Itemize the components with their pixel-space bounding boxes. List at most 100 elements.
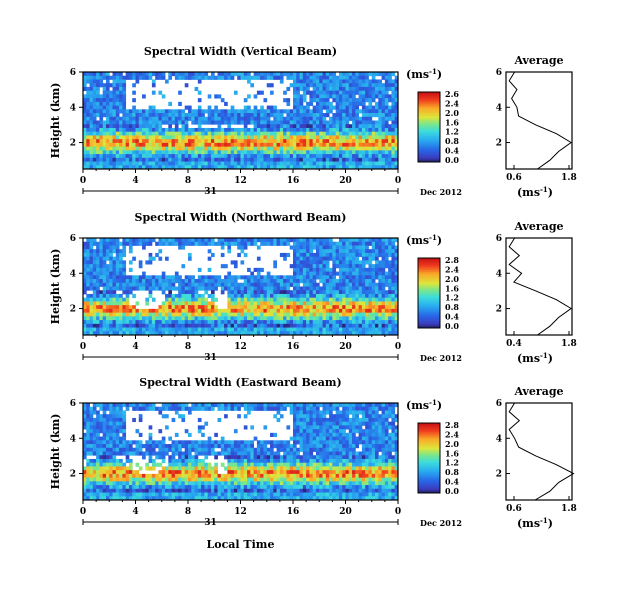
heatmap-cell [83,410,87,415]
heatmap-cell [109,477,113,482]
heatmap-cell [151,165,156,170]
heatmap-cell [378,98,382,103]
heatmap-cell [378,241,382,246]
heatmap-cell [178,245,182,250]
heatmap-cell [319,94,323,99]
heatmap-cell [207,135,212,140]
heatmap-cell [155,113,159,118]
heatmap-cell [115,451,120,456]
heatmap-cell [279,150,284,155]
heatmap-cell [391,331,396,336]
heatmap-cell [161,406,166,411]
heatmap-cell [384,154,389,159]
heatmap-cell [115,444,120,449]
heatmap-cell [214,109,218,114]
heatmap-cell [355,72,360,77]
heatmap-cell [207,282,212,287]
heatmap-cell [99,275,104,280]
heatmap-cell [125,481,130,486]
heatmap-cell [122,451,127,456]
heatmap-cell [335,282,340,287]
heatmap-cell [201,113,205,118]
heatmap-cell [184,279,189,284]
heatmap-cell [102,90,107,95]
heatmap-cell [132,157,136,162]
heatmap-cell [338,79,343,84]
heatmap-cell [371,98,376,103]
colorbar-segment [418,104,440,107]
heatmap-cell [115,252,120,258]
heatmap-cell [210,150,215,155]
heatmap-cell [338,264,343,269]
heatmap-cell [384,331,389,336]
heatmap-cell [309,249,314,254]
heatmap-cell [319,271,323,276]
heatmap-cell [270,293,274,299]
heatmap-cell [309,312,314,317]
heatmap-cell [99,331,104,336]
heatmap-cell [388,282,392,287]
heatmap-cell [112,473,117,479]
heatmap-cell [319,245,323,250]
heatmap-cell [119,90,123,95]
heatmap-cell [86,157,90,162]
heatmap-cell [168,316,172,321]
heatmap-cell [388,279,392,284]
heatmap-cell [365,275,369,280]
heatmap-cell [306,238,310,243]
heatmap-cell [115,98,120,103]
heatmap-cell [270,127,274,133]
heatmap-cell [299,83,304,88]
heatmap-cell [83,165,87,170]
heatmap-cell [273,316,277,321]
heatmap-cell [230,320,235,325]
heatmap-cell [151,238,156,243]
heatmap-cell [171,297,176,302]
heatmap-cell [283,279,287,284]
heatmap-cell [210,157,215,162]
heatmap-cell [96,94,100,99]
heatmap-cell [122,466,127,471]
heatmap-cell [296,94,300,99]
heatmap-cell [270,109,274,114]
heatmap-cell [122,113,127,118]
heatmap-cell [270,83,274,88]
heatmap-cell [89,260,94,265]
heatmap-cell [181,150,186,155]
heatmap-cell [227,120,232,125]
heatmap-cell [188,241,192,246]
heatmap-cell [312,157,317,162]
heatmap-cell [148,75,153,80]
heatmap-cell [342,105,346,110]
heatmap-cell [115,260,120,265]
heatmap-cell [345,139,350,144]
heatmap-cell [138,308,143,314]
heatmap-cell [276,146,281,151]
heatmap-cell [388,124,392,129]
heatmap-cell [302,109,307,114]
heatmap-cell [319,72,323,77]
heatmap-cell [184,135,189,140]
heatmap-cell [197,305,202,310]
heatmap-cell [132,485,136,490]
heatmap-cell [355,146,360,151]
heatmap-cell [155,146,159,151]
heatmap-cell [342,290,346,295]
heatmap-cell [256,290,261,295]
heatmap-cell [342,142,346,148]
colorbar-segment [418,149,440,152]
heatmap-cell [89,473,94,479]
heatmap-cell [217,323,222,328]
heatmap-cell [119,421,123,426]
heatmap-cell [384,256,389,261]
heatmap-cell [273,161,277,166]
heatmap-cell [142,116,146,121]
heatmap-cell [247,327,251,332]
heatmap-cell [375,305,379,310]
heatmap-cell [270,305,274,310]
heatmap-cell [128,120,133,125]
heatmap-cell [105,264,110,269]
heatmap-cell [260,75,264,80]
heatmap-cell [263,109,268,114]
heatmap-cell [168,485,172,490]
